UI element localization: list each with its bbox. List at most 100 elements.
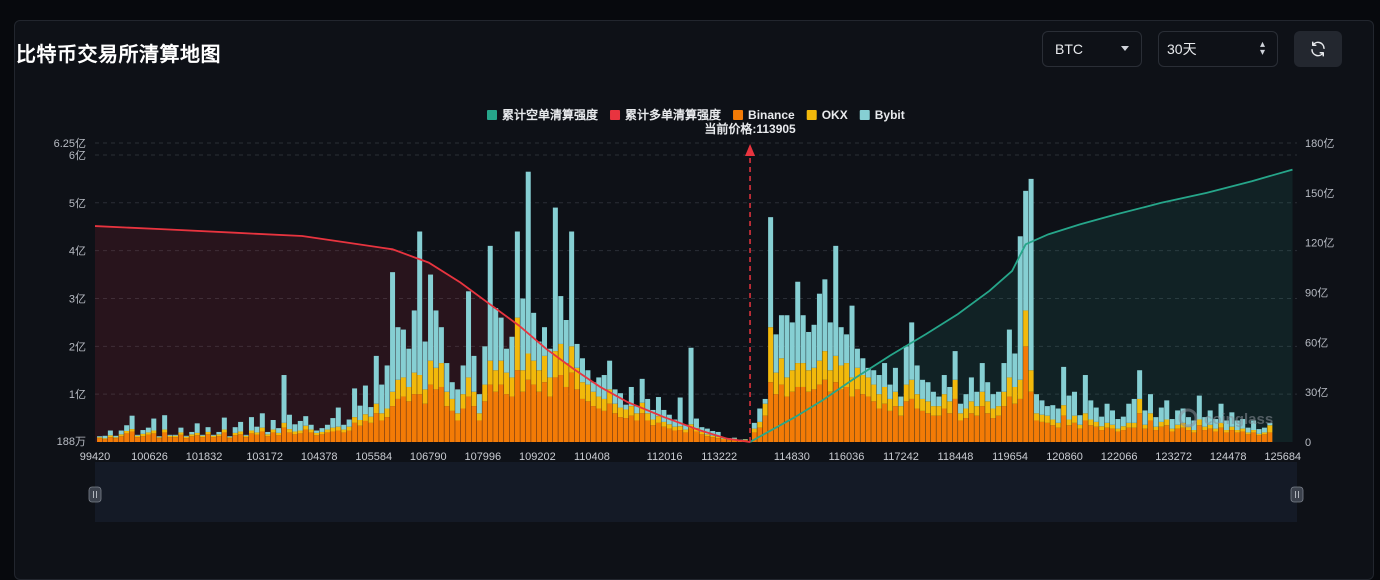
- bar-bybit: [298, 421, 303, 431]
- bar-bybit: [471, 356, 476, 392]
- range-slider-right-handle[interactable]: [1291, 487, 1303, 502]
- bar-okx: [763, 404, 768, 416]
- bar-binance: [1105, 428, 1110, 442]
- bar-binance: [953, 399, 958, 442]
- bar-bybit: [1164, 400, 1169, 419]
- bar-okx: [526, 353, 531, 379]
- bar-bybit: [466, 291, 471, 377]
- bar-okx: [130, 429, 135, 431]
- bar-binance: [390, 406, 395, 442]
- bar-bybit: [833, 246, 838, 356]
- bar-okx: [450, 399, 455, 411]
- bar-okx: [1121, 426, 1126, 430]
- bar-binance: [244, 437, 249, 442]
- bar-okx: [216, 434, 221, 436]
- bar-binance: [352, 423, 357, 442]
- bar-okx: [423, 389, 428, 403]
- bar-bybit: [1137, 370, 1142, 399]
- bar-binance: [882, 404, 887, 442]
- bar-okx: [985, 401, 990, 413]
- bar-bybit: [844, 334, 849, 363]
- bar-bybit: [417, 232, 422, 376]
- x-axis-label: 103172: [246, 451, 283, 463]
- bar-okx: [390, 392, 395, 406]
- bar-bybit: [618, 393, 623, 407]
- bar-bybit: [526, 172, 531, 354]
- bar-okx: [385, 409, 390, 418]
- bar-bybit: [958, 404, 963, 414]
- bar-bybit: [1061, 367, 1066, 405]
- bar-bybit: [162, 415, 167, 429]
- bar-binance: [1219, 428, 1224, 442]
- bar-binance: [623, 418, 628, 442]
- bar-bybit: [689, 348, 694, 425]
- bar-okx: [613, 404, 618, 414]
- slider-handle: [1291, 487, 1303, 502]
- bar-binance: [909, 399, 914, 442]
- bar-binance: [1191, 432, 1196, 442]
- x-axis-label: 100626: [131, 451, 168, 463]
- bar-bybit: [227, 436, 232, 437]
- bar-binance: [985, 413, 990, 442]
- bar-bybit: [553, 208, 558, 352]
- bar-bybit: [450, 382, 455, 399]
- bar-binance: [866, 397, 871, 442]
- bar-binance: [596, 409, 601, 442]
- bar-binance: [893, 406, 898, 442]
- bar-okx: [683, 430, 688, 433]
- legend-label: OKX: [822, 108, 848, 122]
- bar-bybit: [222, 418, 227, 430]
- bar-binance: [1029, 392, 1034, 442]
- bar-binance: [667, 429, 672, 442]
- bar-bybit: [1197, 396, 1202, 420]
- bar-binance: [1045, 423, 1050, 442]
- right-axis-label: 30亿: [1305, 386, 1328, 399]
- watermark-text: coinglass: [1204, 411, 1273, 428]
- range-slider-left-handle[interactable]: [89, 487, 101, 502]
- bar-okx: [499, 361, 504, 385]
- bar-okx: [1023, 310, 1028, 346]
- legend-swatch: [487, 110, 497, 120]
- bar-binance: [363, 421, 368, 442]
- bar-binance: [395, 399, 400, 442]
- bar-okx: [623, 409, 628, 418]
- bar-bybit: [790, 322, 795, 370]
- bar-binance: [292, 434, 297, 442]
- bar-bybit: [931, 392, 936, 406]
- bar-binance: [629, 416, 634, 442]
- bar-bybit: [292, 424, 297, 431]
- bar-okx: [428, 361, 433, 385]
- bar-binance: [461, 409, 466, 442]
- bar-okx: [282, 423, 287, 428]
- bar-bybit: [151, 419, 156, 431]
- bar-binance: [146, 435, 151, 442]
- bar-bybit: [433, 310, 438, 367]
- bar-bybit: [336, 408, 341, 427]
- bar-okx: [406, 387, 411, 401]
- bar-binance: [401, 397, 406, 442]
- bar-okx: [206, 432, 211, 434]
- bar-okx: [936, 406, 941, 416]
- bar-okx: [412, 373, 417, 395]
- bar-bybit: [774, 334, 779, 372]
- bar-bybit: [828, 322, 833, 370]
- bar-okx: [915, 394, 920, 408]
- bar-bybit: [925, 382, 930, 401]
- bar-okx: [265, 434, 270, 436]
- bar-okx: [146, 432, 151, 434]
- bar-okx: [656, 416, 661, 423]
- bar-bybit: [888, 385, 893, 399]
- bar-bybit: [108, 431, 113, 436]
- bar-okx: [768, 327, 773, 382]
- bar-bybit: [1050, 405, 1055, 419]
- bar-okx: [358, 420, 363, 426]
- bar-okx: [314, 433, 319, 435]
- bar-bybit: [102, 436, 107, 438]
- bar-binance: [828, 392, 833, 442]
- bar-binance: [162, 432, 167, 442]
- bar-okx: [168, 436, 173, 437]
- bar-binance: [271, 432, 276, 442]
- bar-binance: [130, 431, 135, 442]
- bar-binance: [844, 387, 849, 442]
- bar-binance: [282, 428, 287, 442]
